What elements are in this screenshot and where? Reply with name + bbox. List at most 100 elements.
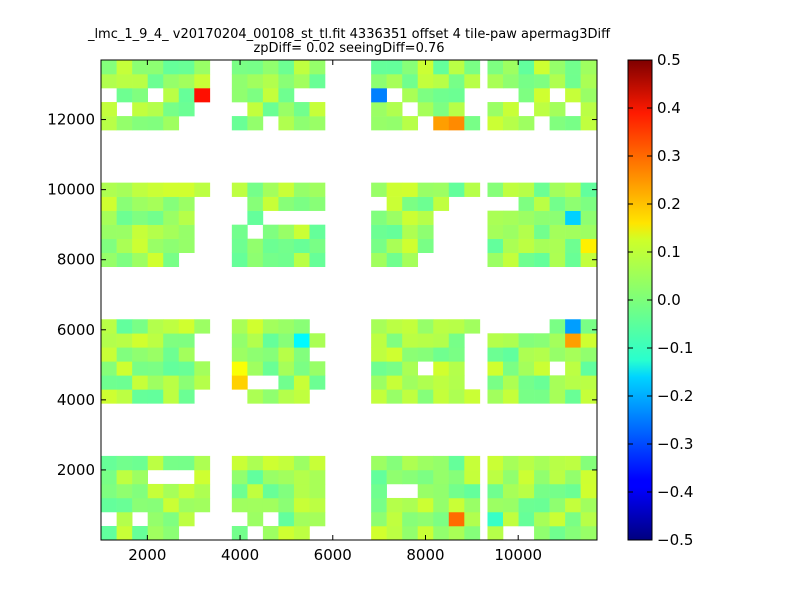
heatmap-cell xyxy=(247,116,264,131)
heatmap-cell xyxy=(518,196,535,211)
heatmap-cell xyxy=(371,347,387,362)
heatmap-cell xyxy=(116,361,133,376)
heatmap-cell xyxy=(371,74,387,89)
heatmap-cell xyxy=(534,74,550,89)
heatmap-cell xyxy=(371,252,387,268)
heatmap-cell xyxy=(194,182,211,197)
heatmap-cell xyxy=(262,469,279,485)
heatmap-cell xyxy=(534,361,550,376)
heatmap-cell xyxy=(549,238,566,253)
heatmap-cell xyxy=(464,525,481,540)
heatmap-cell xyxy=(518,511,535,527)
heatmap-cell xyxy=(448,375,465,390)
heatmap-cell xyxy=(549,389,566,404)
heatmap-cell xyxy=(147,483,164,499)
heatmap-cell xyxy=(132,238,148,253)
heatmap-cell xyxy=(132,196,148,211)
heatmap-cell xyxy=(132,74,148,89)
heatmap-cell xyxy=(487,238,504,253)
heatmap-cell xyxy=(433,469,450,485)
heatmap-cell xyxy=(163,511,180,527)
heatmap-cell xyxy=(147,60,164,75)
heatmap-cell xyxy=(417,469,434,485)
heatmap-cell xyxy=(371,525,387,540)
heatmap-cell xyxy=(278,375,295,390)
heatmap-cell xyxy=(178,319,195,334)
heatmap-cell xyxy=(371,224,387,239)
x-tick-label: 4000 xyxy=(221,546,259,564)
heatmap-cell xyxy=(402,74,419,89)
heatmap-cell xyxy=(116,497,133,513)
heatmap-cell xyxy=(487,182,504,197)
colorbar-tick-label: −0.2 xyxy=(657,387,693,405)
heatmap-cell xyxy=(433,455,450,471)
heatmap-cell xyxy=(247,102,264,117)
heatmap-cell xyxy=(518,74,535,89)
heatmap-cell xyxy=(487,60,504,75)
heatmap-cell xyxy=(278,361,295,376)
heatmap-cell xyxy=(417,182,434,197)
heatmap-cell xyxy=(101,224,117,239)
plot-axes: 2000 4000 6000 8000 10000 2000 4000 6000 8000 100… xyxy=(47,60,597,564)
heatmap-cell xyxy=(534,455,550,471)
heatmap-cell xyxy=(231,60,248,75)
heatmap-cell xyxy=(503,347,519,362)
heatmap-cell xyxy=(116,511,133,527)
heatmap-cell xyxy=(262,182,279,197)
heatmap-cell xyxy=(402,196,419,211)
heatmap-cell xyxy=(580,238,597,253)
heatmap-cell xyxy=(194,319,211,334)
heatmap-cell xyxy=(178,483,195,499)
heatmap-cell xyxy=(580,375,597,390)
heatmap-cell xyxy=(565,375,581,390)
heatmap-cell xyxy=(163,361,180,376)
heatmap-cell xyxy=(534,182,550,197)
heatmap-cell xyxy=(417,210,434,225)
heatmap-cell xyxy=(293,319,310,334)
heatmap-cell xyxy=(178,497,195,513)
heatmap-cell xyxy=(487,469,504,485)
heatmap-cell xyxy=(278,347,295,362)
heatmap-cell xyxy=(132,483,148,499)
heatmap-cell xyxy=(371,333,387,348)
y-tick-label: 4000 xyxy=(57,391,95,409)
heatmap-cell xyxy=(580,361,597,376)
heatmap-cell xyxy=(147,102,164,117)
heatmap-cell xyxy=(549,116,566,131)
heatmap-cell xyxy=(565,196,581,211)
heatmap-cell xyxy=(518,252,535,268)
heatmap-cell xyxy=(487,455,504,471)
heatmap-cell xyxy=(433,102,450,117)
colorbar-tick-label: 0.3 xyxy=(657,147,681,165)
heatmap-cell xyxy=(565,347,581,362)
heatmap-cell xyxy=(518,210,535,225)
heatmap-cell xyxy=(371,375,387,390)
heatmap-cell xyxy=(580,497,597,513)
heatmap-cell xyxy=(247,238,264,253)
heatmap-cell xyxy=(293,511,310,527)
heatmap-cell xyxy=(503,375,519,390)
heatmap-cell xyxy=(487,252,504,268)
heatmap-cell xyxy=(580,116,597,131)
heatmap-cell xyxy=(231,252,248,268)
heatmap-cell xyxy=(503,74,519,89)
heatmap-cell xyxy=(433,389,450,404)
heatmap-cell xyxy=(132,347,148,362)
heatmap-cell xyxy=(464,511,481,527)
heatmap-cell xyxy=(503,116,519,131)
heatmap-cell xyxy=(178,182,195,197)
heatmap-cell xyxy=(386,389,403,404)
heatmap-cell xyxy=(464,74,481,89)
heatmap-cell xyxy=(565,182,581,197)
heatmap-cell xyxy=(402,511,419,527)
heatmap-cell xyxy=(386,497,403,513)
heatmap-cell xyxy=(247,469,264,485)
heatmap-cell xyxy=(147,333,164,348)
heatmap-cell xyxy=(293,196,310,211)
heatmap-cell xyxy=(101,525,117,540)
heatmap-cell xyxy=(503,182,519,197)
heatmap-cell xyxy=(402,60,419,75)
heatmap-cell xyxy=(580,347,597,362)
heatmap-cell xyxy=(163,319,180,334)
heatmap-cell xyxy=(147,116,164,131)
